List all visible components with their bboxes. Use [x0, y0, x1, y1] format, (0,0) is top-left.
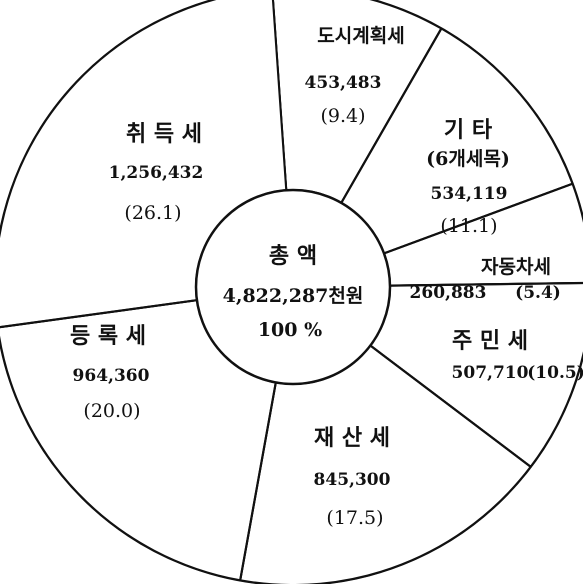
- slice-percent-city-planning: (9.4): [320, 105, 365, 127]
- slice-value-registration: 964,360: [73, 366, 150, 386]
- slice-label-city-planning: 도시계획세: [317, 25, 404, 47]
- slice-divider-acquisition: [0, 299, 198, 329]
- center-total: 총 액 4,822,287천원 100 %: [194, 188, 392, 386]
- slice-percent-resident: (10.5): [527, 363, 583, 383]
- center-circle: [194, 188, 392, 386]
- slice-label-resident: 주 민 세: [452, 328, 528, 354]
- slice-divider-resident: [389, 281, 583, 287]
- slice-label-property: 재 산 세: [314, 425, 390, 451]
- slice-label-other: 기 타: [444, 117, 493, 143]
- slice-divider-property: [369, 344, 532, 468]
- slice-divider-vehicle: [383, 182, 573, 255]
- slice-percent-vehicle: (5.4): [515, 283, 561, 303]
- slice-value-other: 534,119: [431, 184, 508, 204]
- slice-percent-property: (17.5): [326, 507, 383, 529]
- slice-percent-acquisition: (26.1): [124, 202, 181, 224]
- center-total-value: 4,822,287천원: [223, 285, 364, 307]
- slice-value-acquisition: 1,256,432: [109, 163, 204, 183]
- slice-value-vehicle: 260,883: [410, 283, 487, 303]
- slice-value-city-planning: 453,483: [305, 73, 382, 93]
- slice-label-acquisition: 취 득 세: [126, 121, 202, 147]
- slice-label-registration: 등 록 세: [70, 323, 146, 349]
- slice-divider-other: [340, 27, 443, 204]
- slice-value-resident: 507,710: [452, 363, 529, 383]
- slice-percent-registration: (20.0): [83, 400, 140, 422]
- center-percent: 100 %: [258, 319, 322, 341]
- slice-percent-other: (11.1): [440, 215, 497, 237]
- labels-layer: 도시계획세 453,483 (9.4) 기 타 (6개세목) 534,119 (…: [70, 25, 583, 529]
- slice-value-property: 845,300: [314, 470, 391, 490]
- slice-sublabel-other: (6개세목): [426, 148, 510, 170]
- slice-label-vehicle: 자동차세: [481, 256, 551, 278]
- center-title: 총 액: [269, 243, 317, 269]
- slice-divider-registration: [239, 382, 277, 581]
